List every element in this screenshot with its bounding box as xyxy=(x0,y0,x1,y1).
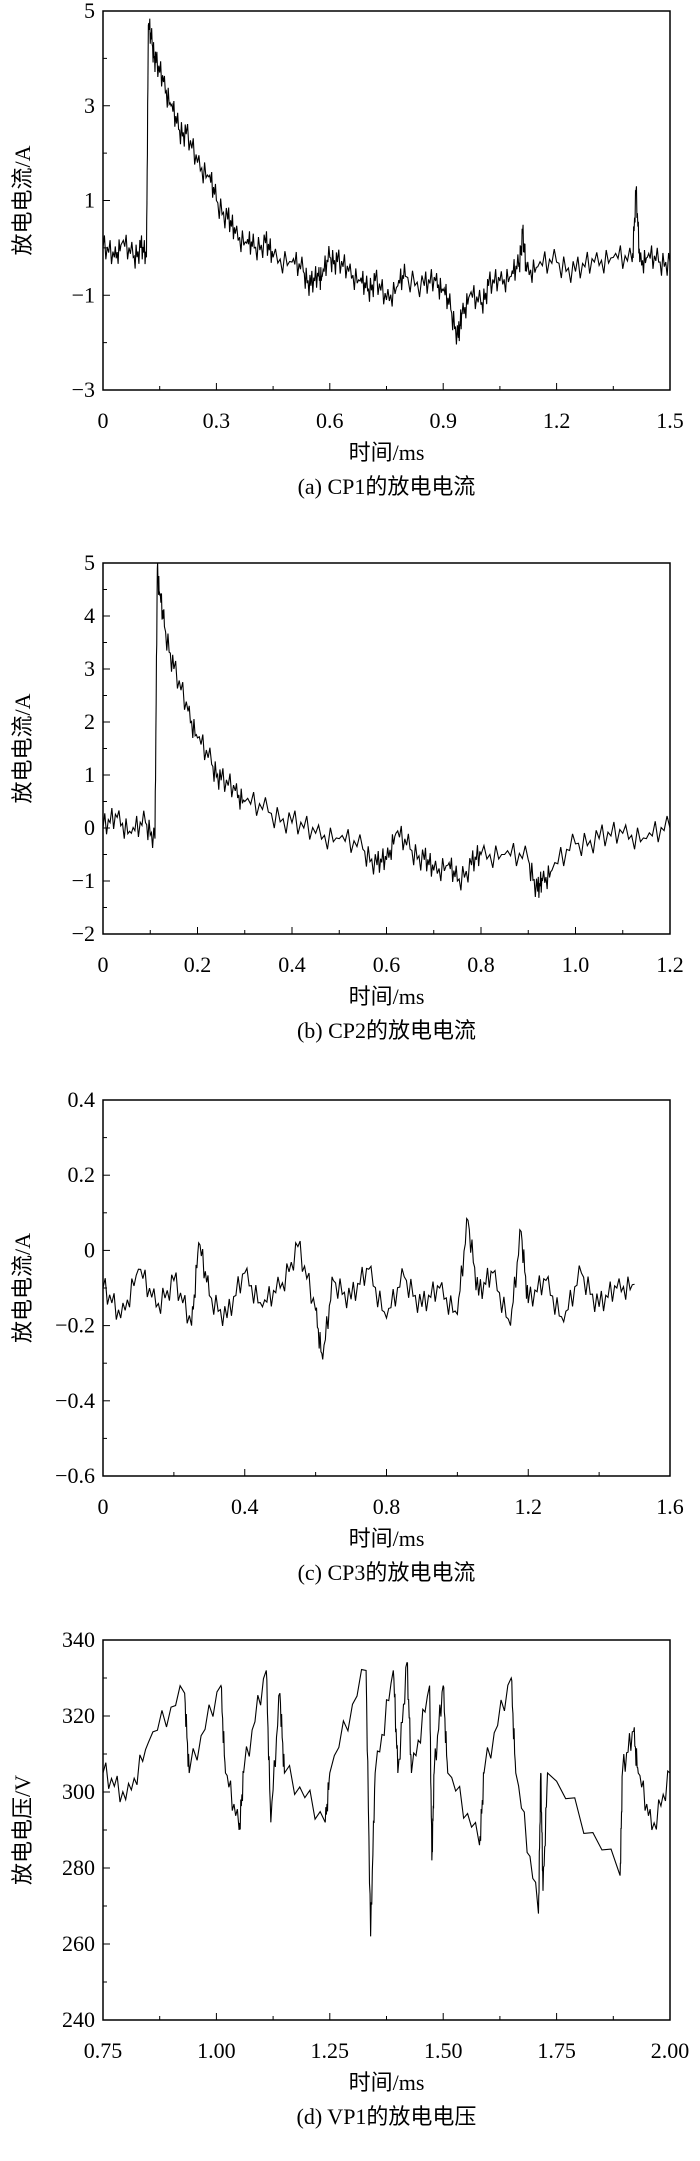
y-axis-label: 放电电流/A xyxy=(10,145,35,255)
y-tick-label: 0 xyxy=(84,815,95,840)
x-tick-label: 0 xyxy=(98,1494,109,1519)
y-tick-label: 340 xyxy=(62,1627,95,1652)
x-tick-label: 0 xyxy=(98,952,109,977)
y-tick-label: 1 xyxy=(84,188,95,213)
x-axis-label: 时间/ms xyxy=(349,440,425,465)
chart-caption: (c) CP3的放电电流 xyxy=(298,1560,476,1585)
y-tick-label: 4 xyxy=(84,603,95,628)
y-tick-label: 1 xyxy=(84,762,95,787)
chart-caption: (b) CP2的放电电流 xyxy=(297,1018,476,1043)
y-axis-label: 放电电流/A xyxy=(10,1233,35,1343)
x-axis-label: 时间/ms xyxy=(349,984,425,1009)
y-tick-label: −0.4 xyxy=(55,1388,95,1413)
y-tick-label: −2 xyxy=(72,921,95,946)
y-tick-label: 260 xyxy=(62,1931,95,1956)
x-tick-label: 1.2 xyxy=(543,408,571,433)
x-tick-label: 1.2 xyxy=(656,952,684,977)
x-tick-label: 0.2 xyxy=(184,952,212,977)
x-tick-label: 1.0 xyxy=(562,952,590,977)
x-tick-label: 0.4 xyxy=(231,1494,259,1519)
series-line xyxy=(102,1662,671,1937)
y-tick-label: 280 xyxy=(62,1855,95,1880)
x-tick-label: 0.8 xyxy=(373,1494,401,1519)
y-tick-label: 3 xyxy=(84,93,95,118)
y-tick-label: 0 xyxy=(84,1237,95,1262)
x-tick-label: 1.50 xyxy=(424,2038,463,2063)
y-tick-label: −1 xyxy=(72,282,95,307)
y-tick-label: 320 xyxy=(62,1703,95,1728)
y-axis-label: 放电电压/V xyxy=(10,1775,35,1885)
y-tick-label: −3 xyxy=(72,377,95,402)
x-tick-label: 0.75 xyxy=(84,2038,123,2063)
y-tick-label: 5 xyxy=(84,0,95,23)
x-tick-label: 0 xyxy=(98,408,109,433)
x-tick-label: 0.8 xyxy=(467,952,495,977)
y-tick-label: 3 xyxy=(84,656,95,681)
y-tick-label: 240 xyxy=(62,2007,95,2032)
x-tick-label: 0.4 xyxy=(278,952,306,977)
plot-frame xyxy=(102,1639,671,2021)
series-line xyxy=(102,18,671,345)
series-line xyxy=(102,562,671,898)
y-tick-label: 0.4 xyxy=(68,1087,96,1112)
y-tick-label: 0.2 xyxy=(68,1162,96,1187)
y-tick-label: −0.6 xyxy=(55,1463,95,1488)
y-axis-label: 放电电流/A xyxy=(10,693,35,803)
x-tick-label: 1.2 xyxy=(515,1494,543,1519)
x-tick-label: 1.00 xyxy=(197,2038,236,2063)
x-tick-label: 2.00 xyxy=(651,2038,690,2063)
chart-caption: (d) VP1的放电电压 xyxy=(297,2104,477,2129)
x-tick-label: 0.6 xyxy=(373,952,401,977)
x-tick-label: 1.25 xyxy=(311,2038,350,2063)
chart-caption: (a) CP1的放电电流 xyxy=(298,474,476,499)
y-tick-label: 5 xyxy=(84,550,95,575)
x-tick-label: 1.5 xyxy=(656,408,684,433)
x-tick-label: 1.6 xyxy=(656,1494,684,1519)
x-tick-label: 0.9 xyxy=(429,408,457,433)
y-tick-label: 2 xyxy=(84,709,95,734)
series-line xyxy=(102,1216,635,1360)
x-axis-label: 时间/ms xyxy=(349,2070,425,2095)
x-tick-label: 1.75 xyxy=(537,2038,576,2063)
y-tick-label: −1 xyxy=(72,868,95,893)
x-tick-label: 0.3 xyxy=(203,408,231,433)
x-axis-label: 时间/ms xyxy=(349,1526,425,1551)
y-tick-label: −0.2 xyxy=(55,1313,95,1338)
y-tick-label: 300 xyxy=(62,1779,95,1804)
x-tick-label: 0.6 xyxy=(316,408,344,433)
